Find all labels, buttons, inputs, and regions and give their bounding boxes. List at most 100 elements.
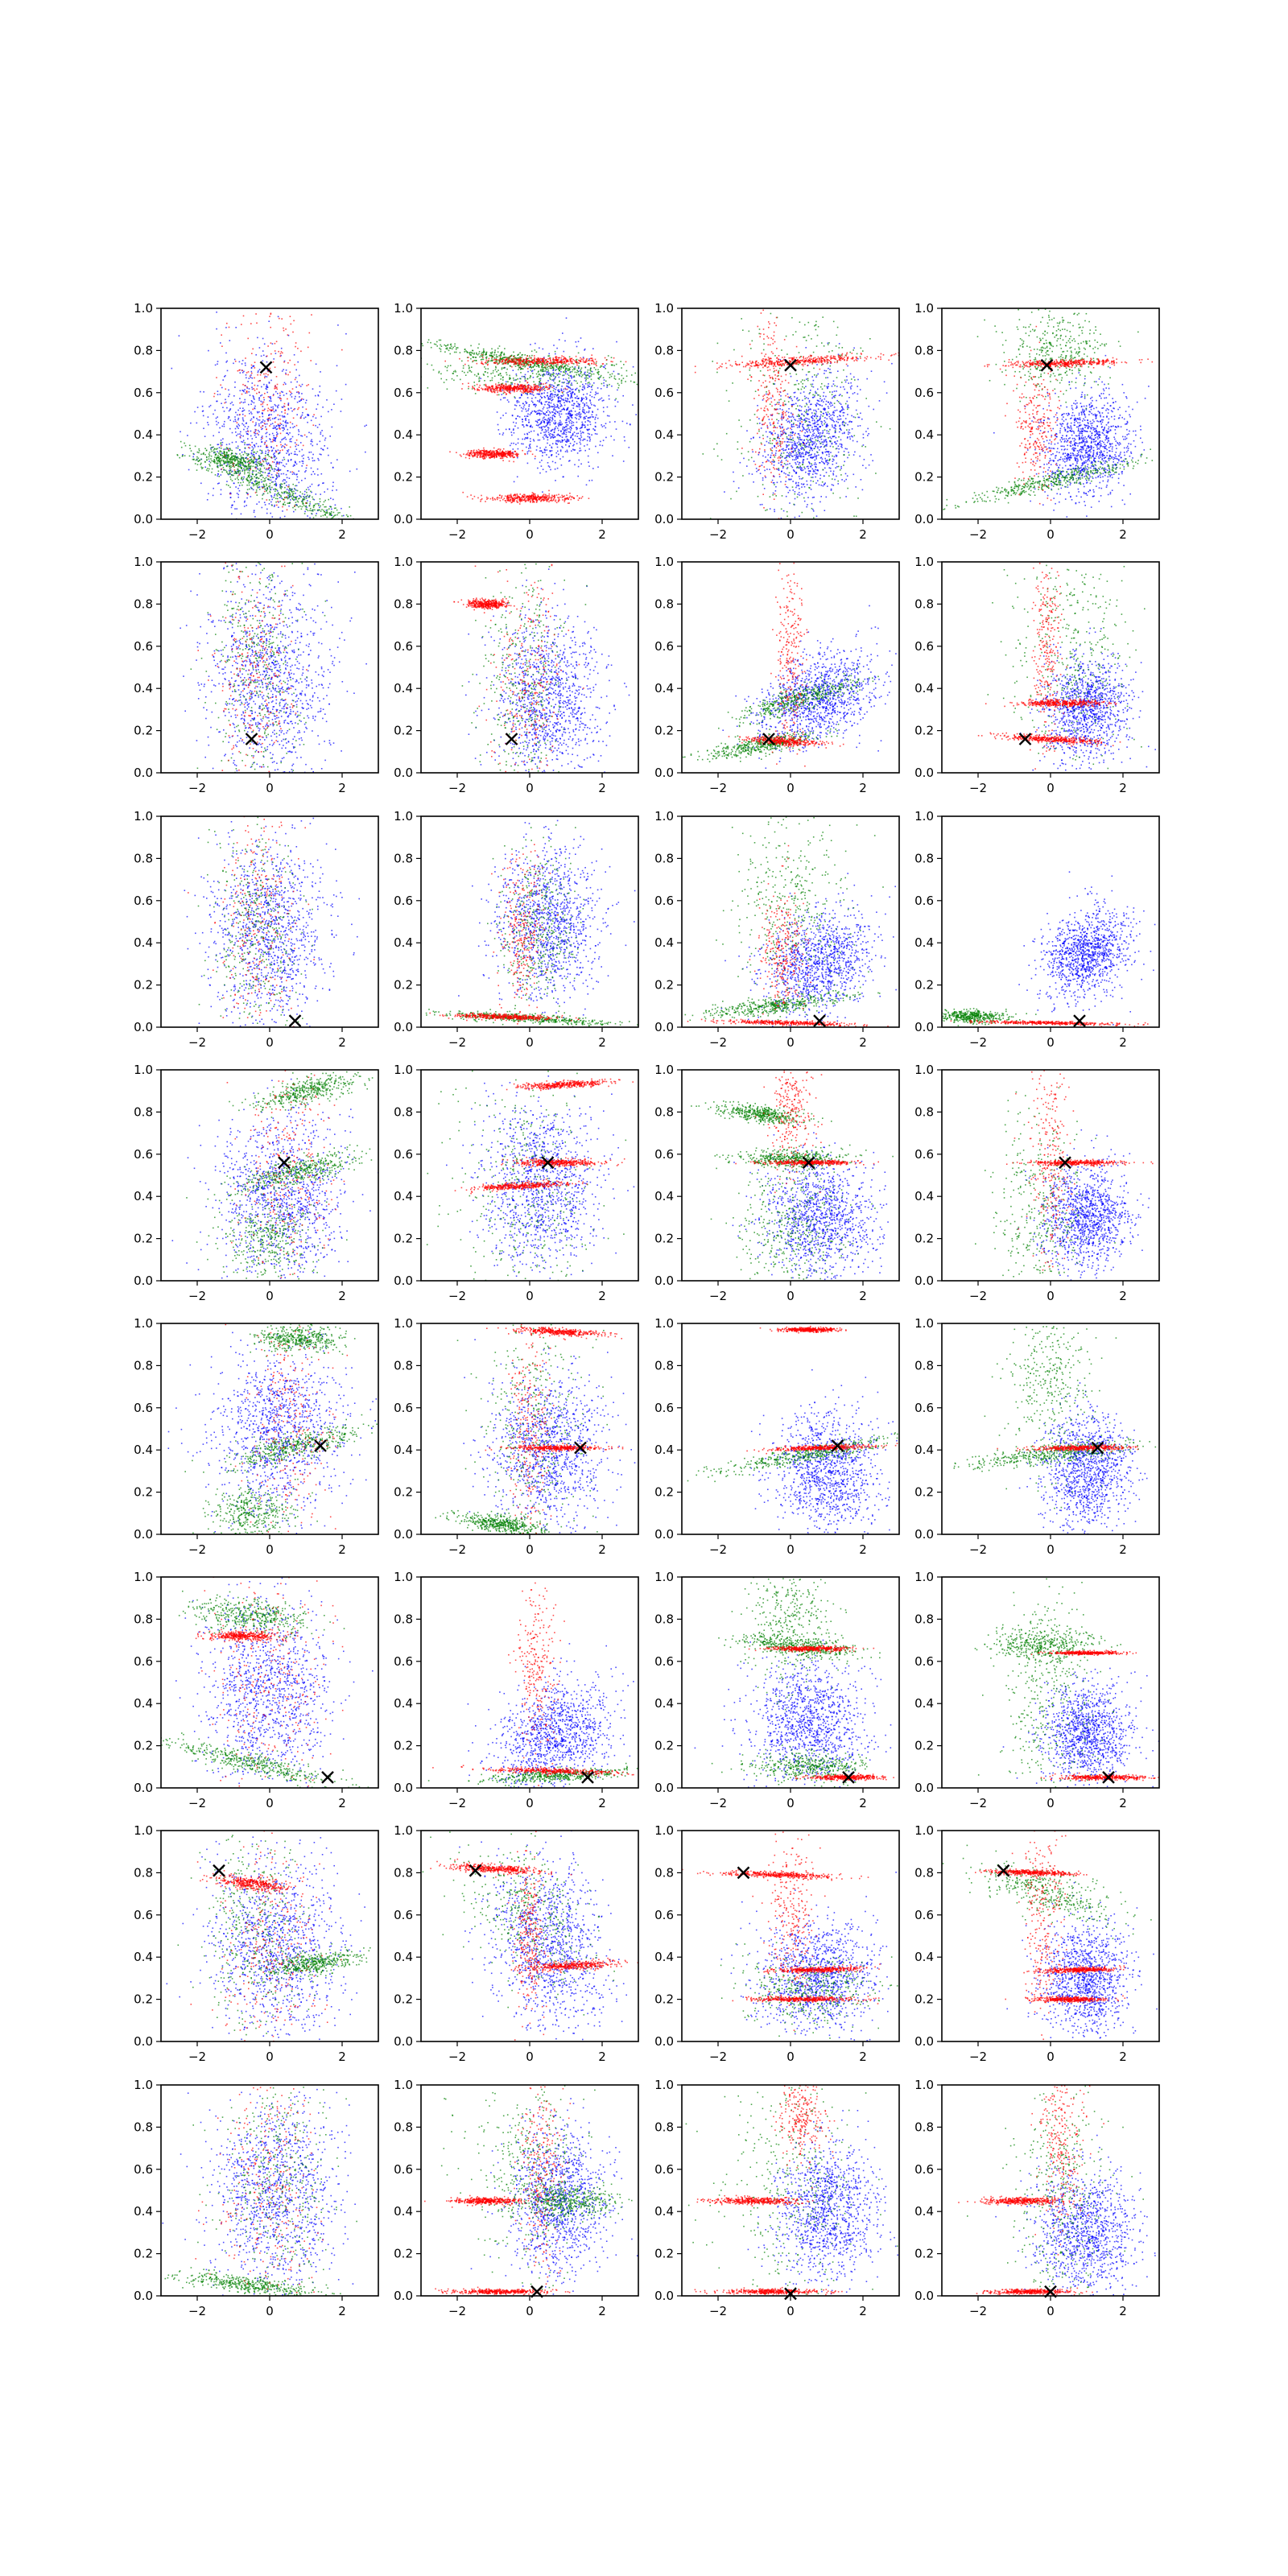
green-series-point [450,365,452,366]
blue-series-point [503,432,505,434]
blue-series-point [322,436,324,437]
red-series-point [496,359,497,361]
blue-series-point [522,421,523,423]
red-series-point [535,388,536,390]
blue-series-point [306,400,308,402]
blue-series-point [580,337,582,339]
blue-series-point [283,473,285,475]
blue-series-point [603,366,605,368]
blue-series-point [582,386,584,388]
blue-series-point [312,441,313,443]
green-series-point [327,510,328,511]
blue-series-point [602,445,604,447]
green-series-point [565,373,567,374]
green-series-point [229,460,231,461]
green-series-point [265,455,266,456]
blue-series-point [547,398,549,400]
green-series-point [578,353,580,354]
blue-series-point [237,434,239,436]
green-series-point [535,384,536,386]
red-series-point [292,472,294,473]
blue-series-point [256,418,258,419]
green-series-point [574,377,576,378]
blue-series-point [524,434,526,436]
red-series-point [542,358,543,360]
blue-series-point [557,451,559,452]
blue-series-point [508,402,510,403]
blue-series-point [514,481,515,483]
green-series-point [477,373,479,374]
blue-series-point [317,458,319,460]
blue-series-point [217,401,218,402]
green-series-point [606,363,608,365]
blue-series-point [539,462,541,464]
blue-series-point [580,448,581,449]
green-series-point [235,473,237,474]
green-series-point [246,453,248,455]
green-series-point [533,382,535,383]
blue-series-point [274,411,275,413]
blue-series-point [281,411,283,413]
green-series-point [218,452,220,454]
blue-series-point [539,451,541,452]
red-series-point [514,389,515,390]
green-series-point [324,502,325,503]
green-series-point [581,367,583,369]
blue-series-point [253,395,254,397]
blue-series-point [578,438,580,440]
blue-series-point [562,441,564,443]
red-series-point [547,365,549,366]
red-series-point [477,384,478,386]
green-series-point [454,352,456,353]
green-series-point [494,376,496,378]
green-series-point [542,365,543,366]
blue-series-point [514,432,515,434]
blue-series-point [530,426,531,427]
red-series-point [282,506,283,508]
red-series-point [303,445,304,447]
green-series-point [513,378,514,379]
blue-series-point [584,445,585,447]
blue-series-point [522,419,523,421]
red-series-point [239,414,241,415]
green-series-point [244,473,246,475]
red-series-point [254,378,255,379]
red-series-point [266,374,267,375]
red-series-point [473,361,474,362]
blue-series-point [567,452,568,453]
green-series-point [227,457,229,459]
blue-series-point [567,383,568,385]
blue-series-point [336,459,338,460]
green-series-point [252,473,254,475]
blue-series-point [546,471,547,473]
blue-series-point [275,405,277,407]
blue-series-point [540,411,542,412]
green-series-point [215,474,217,476]
blue-series-point [581,436,583,438]
blue-series-point [553,345,555,346]
green-series-point [472,353,473,354]
green-series-point [229,468,231,469]
blue-series-point [288,455,290,456]
blue-series-point [255,453,257,455]
green-series-point [247,468,249,469]
red-series-point [544,364,546,365]
blue-series-point [262,416,264,418]
blue-series-point [270,401,272,402]
red-series-point [497,364,498,365]
blue-series-point [564,351,565,353]
red-series-point [254,361,256,363]
green-series-point [293,497,295,498]
blue-series-point [365,425,367,427]
red-series-point [540,362,542,364]
blue-series-point [554,432,555,434]
red-series-point [460,454,461,456]
blue-series-point [299,401,300,402]
blue-series-point [562,382,564,383]
blue-series-point [584,386,585,388]
green-series-point [496,371,497,373]
red-series-point [228,448,229,450]
blue-series-point [510,445,511,447]
blue-series-point [588,385,589,386]
green-series-point [306,489,308,490]
